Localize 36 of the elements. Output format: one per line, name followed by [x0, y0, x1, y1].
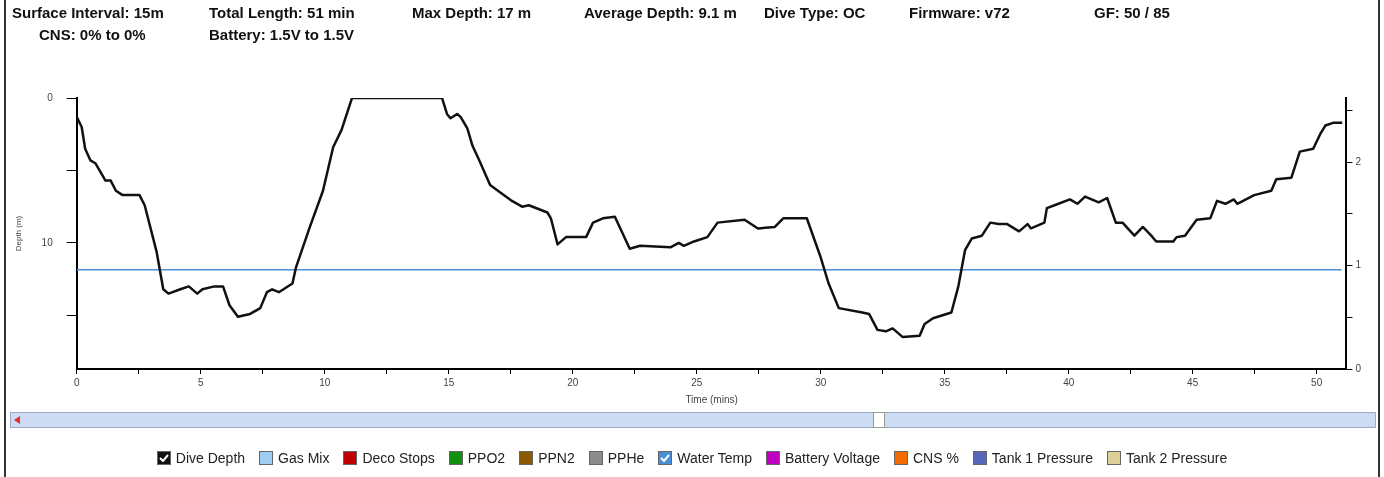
text: Dive Type: OC	[764, 4, 866, 21]
text: Total Length: 51 min	[209, 4, 355, 21]
x-tick-label: 20	[567, 376, 579, 388]
x-tick-label: 10	[319, 376, 331, 388]
legend-label: Dive Depth	[175, 450, 246, 466]
legend-label: Tank 1 Pressure	[991, 450, 1094, 466]
legend-label: PPHe	[607, 450, 645, 466]
x-tick-label: 15	[443, 376, 455, 388]
x-tick-label: 40	[1063, 376, 1075, 388]
legend-label: Gas Mix	[278, 450, 330, 466]
y2-tick-label: 2	[1355, 155, 1362, 167]
text: Battery: 1.5V to 1.5V	[209, 26, 355, 43]
legend-label: Water Temp	[677, 450, 752, 466]
text: Average Depth: 9.1 m	[584, 4, 737, 21]
x-tick-label: 0	[73, 376, 80, 388]
legend-label: PPO2	[467, 450, 506, 466]
y2-tick-label: 0	[1355, 362, 1362, 374]
legend-label: CNS %	[912, 450, 959, 466]
legend-label: PPN2	[538, 450, 575, 466]
legend-label: Battery Voltage	[785, 450, 880, 466]
legend-label: Deco Stops	[362, 450, 435, 466]
x-tick-label: 30	[815, 376, 827, 388]
text: Firmware: v72	[909, 4, 1010, 21]
y2-tick-label: 1	[1355, 259, 1362, 271]
x-tick-label: 25	[691, 376, 703, 388]
x-tick-label: 45	[1187, 376, 1199, 388]
text: CNS: 0% to 0%	[39, 26, 146, 43]
x-axis-title: Time (mins)	[685, 393, 738, 405]
x-tick-label: 35	[939, 376, 951, 388]
text: Max Depth: 17 m	[412, 4, 532, 21]
text: Surface Interval: 15m	[12, 4, 164, 21]
legend-label: Tank 2 Pressure	[1126, 450, 1228, 466]
x-tick-label: 50	[1311, 376, 1323, 388]
x-tick-label: 5	[197, 376, 204, 388]
y-axis-title: Depth (m)	[14, 215, 23, 252]
text: GF: 50 / 85	[1094, 4, 1170, 21]
